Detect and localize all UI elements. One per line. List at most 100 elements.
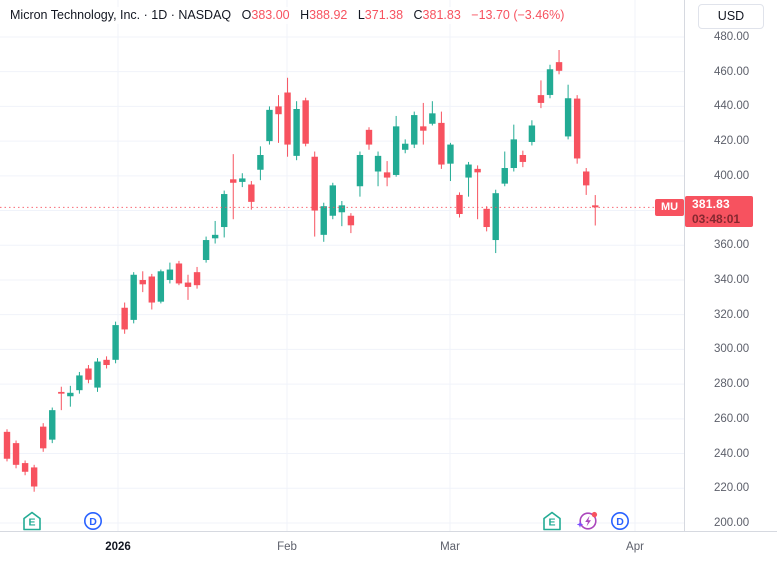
time-label-month: Apr — [626, 541, 644, 553]
candle-body — [338, 205, 346, 213]
candle-body — [592, 205, 599, 208]
close-value: 381.83 — [422, 8, 461, 22]
earnings-marker[interactable]: E — [542, 511, 562, 531]
candle-body — [320, 206, 327, 235]
dividend-icon: D — [84, 512, 102, 530]
dividend-marker[interactable]: D — [83, 511, 103, 531]
candle-body — [175, 263, 183, 284]
candle-body — [58, 391, 65, 394]
last-price-value: 381.83 — [692, 197, 730, 212]
last-price-symbol-tag[interactable]: MU — [655, 198, 684, 216]
symbol-title: Micron Technology, Inc. · 1D · NASDAQ — [10, 8, 232, 22]
candle-body — [356, 154, 364, 187]
candlestick-plot[interactable] — [0, 0, 684, 531]
candle-body — [230, 179, 237, 183]
ai-flash-marker[interactable] — [576, 511, 598, 531]
candle-body — [3, 431, 11, 459]
candle-body — [266, 109, 273, 142]
price-axis[interactable]: USD 480.00 460.00 440.00 420.00 400.00 360.00… — [684, 0, 777, 531]
candle-body — [365, 129, 373, 145]
earnings-icon: E — [23, 511, 41, 531]
chart-pane[interactable]: Micron Technology, Inc. · 1D · NASDAQ O3… — [0, 0, 684, 531]
candle-body — [474, 168, 481, 173]
candle-body — [275, 106, 282, 115]
candle-body — [67, 392, 74, 397]
candle-body — [21, 463, 29, 472]
candle-body — [94, 361, 101, 388]
dividend-marker[interactable]: D — [610, 511, 630, 531]
svg-text:E: E — [548, 517, 555, 529]
candle-body — [411, 115, 418, 145]
price-tick-label: 460.00 — [714, 65, 750, 78]
candle-body — [392, 126, 400, 175]
price-tick-label: 220.00 — [714, 482, 750, 495]
time-label-month: Mar — [440, 541, 460, 553]
candle-body — [429, 113, 436, 124]
candle-body — [85, 368, 92, 380]
candle-body — [76, 375, 83, 391]
candle-body — [12, 443, 20, 465]
price-tick-label: 260.00 — [714, 412, 750, 425]
high-value: 388.92 — [309, 8, 348, 22]
open-label: O — [241, 8, 252, 22]
change-value: −13.70 (−3.46%) — [471, 8, 565, 22]
low-value: 371.38 — [364, 8, 404, 22]
candle-body — [456, 194, 463, 215]
candle-body — [329, 185, 336, 216]
candle-body — [130, 274, 137, 320]
candle-body — [465, 164, 472, 178]
candle-body — [573, 98, 581, 159]
price-tick-label: 420.00 — [714, 135, 750, 148]
price-tick-label: 400.00 — [714, 169, 750, 182]
price-tick-label: 360.00 — [714, 239, 750, 252]
dividend-icon: D — [611, 512, 629, 530]
candle-body — [166, 269, 174, 280]
candle-body — [383, 172, 391, 178]
time-axis[interactable]: 2026 Feb Mar Apr — [0, 531, 777, 562]
price-tick-label: 300.00 — [714, 343, 750, 356]
candle-body — [112, 325, 119, 360]
price-tick-label: 340.00 — [714, 273, 750, 286]
candle-body — [483, 208, 490, 228]
candle-body — [202, 240, 210, 261]
candle-body — [148, 276, 155, 303]
candle-body — [284, 92, 291, 145]
candle-body — [420, 126, 427, 131]
candle-body — [157, 271, 165, 302]
candle-body — [239, 178, 246, 182]
last-price-badge[interactable]: 381.83 03:48:01 — [685, 196, 753, 228]
candle-body — [374, 155, 382, 172]
candle-body — [257, 154, 264, 170]
candle-body — [347, 215, 355, 226]
earnings-marker[interactable]: E — [22, 511, 42, 531]
candle-body — [121, 307, 128, 330]
high-label: H — [300, 8, 310, 22]
candle-body — [438, 122, 445, 165]
earnings-icon: E — [543, 511, 561, 531]
price-tick-label: 240.00 — [714, 447, 750, 460]
svg-text:E: E — [28, 517, 35, 529]
price-tick-label: 200.00 — [714, 516, 750, 529]
currency-button[interactable]: USD — [698, 4, 764, 29]
open-value: 383.00 — [251, 8, 290, 22]
time-label-month: Feb — [277, 541, 297, 553]
ai-flash-icon — [576, 511, 598, 530]
candle-body — [528, 125, 536, 142]
candle-body — [492, 193, 499, 241]
candle-body — [193, 272, 201, 286]
candle-body — [311, 156, 318, 211]
candle-body — [184, 282, 192, 287]
time-label-year: 2026 — [105, 541, 131, 553]
low-label: L — [357, 8, 365, 22]
bar-countdown: 03:48:01 — [692, 212, 741, 227]
candle-body — [510, 139, 517, 169]
candle-body — [49, 410, 56, 440]
candle-body — [293, 109, 300, 156]
candle-body — [519, 154, 527, 162]
price-tick-label: 480.00 — [714, 30, 750, 43]
price-tick-label: 440.00 — [714, 100, 750, 113]
candle-body — [139, 279, 146, 285]
candle-body — [221, 194, 228, 228]
symbol-legend[interactable]: Micron Technology, Inc. · 1D · NASDAQ O3… — [8, 7, 569, 24]
